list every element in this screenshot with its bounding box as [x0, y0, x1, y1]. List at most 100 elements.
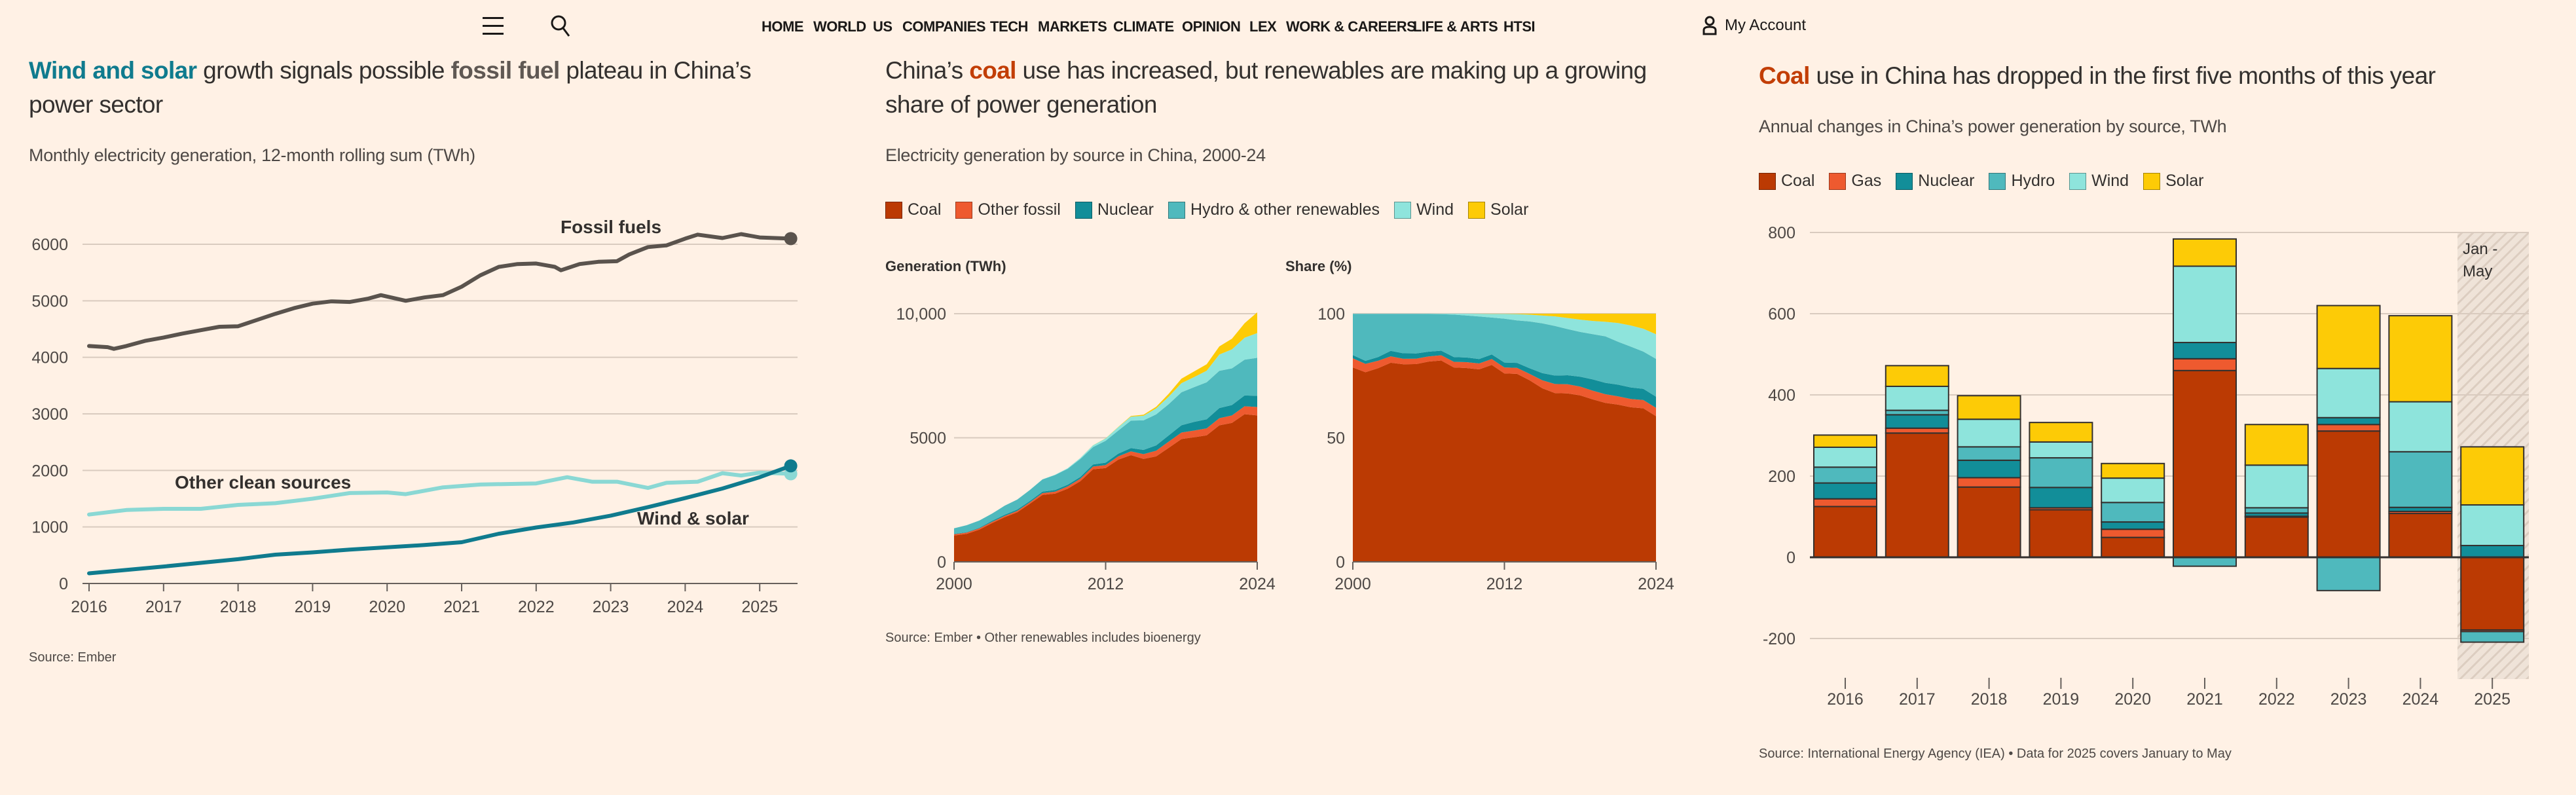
legend-label: Gas	[1851, 172, 1882, 190]
bar-segment-solar-2023	[2316, 305, 2381, 369]
my-account-link[interactable]: My Account	[1702, 16, 1806, 35]
panel2-title: China’s coal use has increased, but rene…	[885, 54, 1691, 122]
legend-swatch	[885, 201, 902, 219]
bar-segment-coal-2024	[2388, 513, 2453, 559]
nav-item-opinion[interactable]: OPINION	[1182, 18, 1241, 35]
nav-item-companies[interactable]: COMPANIES	[902, 18, 986, 35]
series-end-marker	[784, 232, 798, 246]
title-text: China’s	[885, 57, 970, 84]
bar-segment-hydro-2019	[2029, 457, 2093, 489]
nav-item-markets[interactable]: MARKETS	[1038, 18, 1107, 35]
x-tick-label: 2023	[593, 598, 629, 616]
legend-swatch	[1168, 201, 1186, 219]
x-tick-label: 2012	[1486, 575, 1523, 593]
area-nuclear	[1353, 350, 1656, 408]
nav-item-home[interactable]: HOME	[762, 18, 804, 35]
x-tick-label: 2019	[295, 598, 331, 616]
area-nuclear	[954, 395, 1257, 534]
nav-item-lex[interactable]: LEX	[1249, 18, 1277, 35]
x-tick-label: 2024	[2402, 690, 2439, 709]
title-highlight-coal: Coal	[1759, 62, 1810, 89]
series-label: Wind & solar	[637, 508, 749, 528]
legend-item: Gas	[1829, 172, 1881, 191]
legend-item: Nuclear	[1896, 172, 1974, 191]
bar-segment-gas-2016	[1813, 498, 1877, 508]
legend-item: Coal	[885, 200, 941, 219]
panel2-subtitle: Electricity generation by source in Chin…	[885, 145, 1266, 165]
legend-label: Solar	[1490, 200, 1529, 219]
nav-item-world[interactable]: WORLD	[813, 18, 866, 35]
share-chart-heading: Share (%)	[1285, 258, 1352, 274]
nav-item-climate[interactable]: CLIMATE	[1113, 18, 1174, 35]
bar-segment-wind-2017	[1885, 385, 1949, 411]
title-text: use has increased, but renewables are ma…	[885, 57, 1647, 118]
line-chart: 0 1000 2000 3000 4000 5000 6000 2016 2017 2018 201…	[31, 217, 798, 616]
bar-segment-coal-2019	[2029, 509, 2093, 558]
legend-swatch	[1896, 172, 1913, 190]
legend-label: Coal	[908, 200, 942, 219]
legend-swatch	[1468, 201, 1486, 219]
y-tick-label: 800	[1768, 224, 1795, 242]
nav-item-us[interactable]: US	[873, 18, 892, 35]
x-tick-label: 2025	[2474, 690, 2511, 709]
nav-item-life-arts[interactable]: LIFE & ARTS	[1413, 18, 1498, 35]
nav-item-htsi[interactable]: HTSI	[1503, 18, 1536, 35]
bar-segment-solar-2020	[2101, 462, 2165, 479]
legend-swatch	[1829, 172, 1847, 190]
bar-segment-coal-2017	[1885, 432, 1949, 558]
y-tick-label: 0	[1336, 553, 1345, 572]
y-tick-label: 50	[1327, 430, 1345, 448]
bar-segment-wind-2018	[1957, 418, 2021, 448]
bar-segment-coal-2018	[1957, 486, 2021, 558]
legend-label: Wind	[1416, 200, 1454, 219]
nav-item-work-careers[interactable]: WORK & CAREERS	[1286, 18, 1416, 35]
bar-segment-gas-2017	[1885, 427, 1949, 434]
y-tick-label: 1000	[31, 519, 68, 537]
x-tick-label: 2021	[443, 598, 480, 616]
x-tick-label: 2016	[1827, 690, 1864, 709]
bar-segment-coal-2021	[2173, 369, 2237, 559]
area-wind	[1353, 314, 1656, 359]
area-coal	[1353, 360, 1656, 562]
series-line-fossil-fuels	[87, 232, 793, 351]
bar-segment-hydro-2020	[2101, 502, 2165, 523]
generation-chart-heading: Generation (TWh)	[885, 258, 1006, 274]
bar-segment-solar-2017	[1885, 365, 1949, 387]
y-tick-label: 4000	[31, 349, 68, 367]
bar-segment-coal-2020	[2101, 536, 2165, 558]
panel3-title: Coal use in China has dropped in the fir…	[1759, 59, 2558, 93]
legend-item: Hydro & other renewables	[1168, 200, 1380, 219]
x-tick-label: 2024	[1638, 575, 1674, 593]
y-tick-label: 6000	[31, 236, 68, 254]
legend-swatch	[1989, 172, 2006, 190]
area-wind	[954, 333, 1257, 528]
hamburger-icon[interactable]	[483, 16, 504, 35]
bar-segment-hydro-2025	[2460, 631, 2525, 643]
generation-area-chart: 0 5000 10,000 2000 2012 2024	[896, 305, 1276, 593]
legend-label: Other fossil	[978, 200, 1061, 219]
area-hydro-other-renewables	[954, 358, 1257, 534]
x-tick-label: 2019	[2043, 690, 2080, 709]
bar-segment-hydro-2024	[2388, 451, 2453, 508]
bar-segment-nuclear-2019	[2029, 487, 2093, 509]
y-tick-label: 100	[1317, 305, 1345, 324]
y-tick-label: 200	[1768, 468, 1795, 486]
legend-item: Nuclear	[1075, 200, 1154, 219]
bar-segment-wind-2021	[2173, 265, 2237, 344]
nav-item-tech[interactable]: TECH	[990, 18, 1028, 35]
bar-segment-nuclear-2017	[1885, 414, 1949, 429]
x-tick-label: 2018	[1971, 690, 2008, 709]
x-tick-label: 2017	[145, 598, 182, 616]
area-coal	[954, 414, 1257, 562]
search-icon[interactable]	[550, 14, 572, 38]
y-tick-label: 3000	[31, 405, 68, 424]
x-tick-label: 2020	[369, 598, 405, 616]
bar-segment-solar-2016	[1813, 434, 1877, 448]
y-tick-label: 0	[937, 553, 946, 572]
bar-segment-hydro-2023	[2316, 557, 2381, 591]
panel3-source: Source: International Energy Agency (IEA…	[1759, 747, 2232, 761]
x-tick-label: 2023	[2330, 690, 2367, 709]
y-tick-label: 0	[1786, 549, 1795, 567]
bar-segment-solar-2019	[2029, 422, 2093, 443]
share-area-chart: 0 50 100 2000 2012 2024	[1317, 305, 1674, 593]
